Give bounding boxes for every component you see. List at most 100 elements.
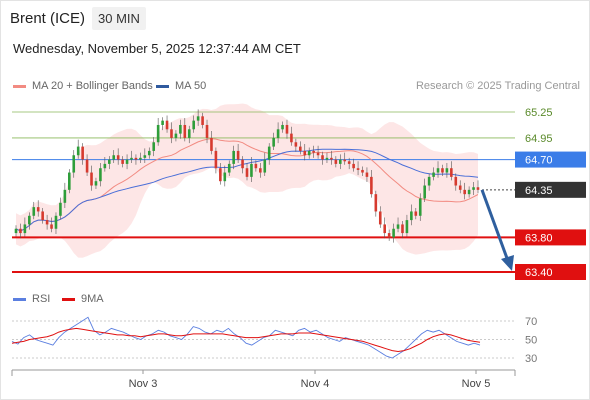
- candle-body: [436, 168, 440, 173]
- candle-body: [383, 224, 387, 234]
- candle-body: [254, 163, 258, 169]
- level-label-box: [515, 181, 586, 198]
- ma50-swatch: [156, 84, 169, 88]
- candle-body: [458, 185, 462, 190]
- rsi-ma-line: [11, 327, 481, 353]
- forecast-arrow: [480, 189, 514, 271]
- candle-body: [450, 168, 453, 177]
- candle-body: [263, 159, 267, 173]
- candle-body: [312, 150, 315, 153]
- level-label: 64.35: [525, 185, 553, 197]
- candle-body: [410, 211, 413, 221]
- rsi-axis-label: 70: [525, 316, 537, 328]
- time-axis-label: Nov 3: [129, 378, 158, 390]
- candle-body: [405, 220, 409, 234]
- legend-9ma: 9MA: [62, 293, 104, 305]
- candle-body: [321, 155, 324, 160]
- datetime-label: Wednesday, November 5, 2025 12:37:44 AM …: [13, 41, 301, 56]
- rsi-line: [11, 316, 481, 359]
- candle-body: [299, 146, 302, 151]
- candles: [14, 109, 480, 243]
- arrow-head: [501, 255, 514, 271]
- candle-body: [45, 220, 49, 225]
- candle-body: [36, 207, 40, 212]
- candle-body: [63, 189, 67, 203]
- candle-body: [392, 228, 395, 238]
- candle-body: [250, 163, 253, 177]
- candle-body: [90, 172, 93, 186]
- candle-body: [170, 129, 173, 138]
- candle-body: [241, 159, 244, 169]
- candle-body: [441, 168, 444, 173]
- candle-body: [267, 146, 271, 160]
- candle-body: [387, 233, 391, 238]
- candle-body: [174, 133, 178, 138]
- candle-body: [463, 189, 466, 195]
- candle-body: [316, 152, 320, 156]
- candle-body: [285, 124, 289, 134]
- candle-body: [50, 224, 53, 229]
- candle-body: [94, 181, 98, 186]
- candle-body: [28, 215, 31, 225]
- candle-body: [338, 159, 342, 164]
- level-label: 63.80: [525, 232, 553, 244]
- candle-body: [130, 157, 133, 160]
- candle-body: [41, 211, 44, 221]
- time-axis-label: Nov 5: [462, 378, 491, 390]
- candle-body: [134, 157, 138, 160]
- ma20-label: MA 20 + Bollinger Bands: [32, 80, 153, 92]
- candle-body: [23, 224, 27, 234]
- candle-body: [414, 211, 418, 216]
- candle-body: [68, 172, 71, 190]
- candle-body: [432, 172, 435, 177]
- candle-body: [445, 168, 449, 173]
- bollinger-bands: [16, 103, 478, 258]
- rsi-swatch: [13, 297, 26, 301]
- rsi-panel: 70 50 30: [11, 316, 537, 365]
- candle-body: [103, 163, 107, 169]
- instrument-title: Brent (ICE): [10, 10, 86, 27]
- timeframe-badge[interactable]: 30 MIN: [92, 7, 146, 30]
- candle-body: [76, 146, 80, 156]
- candle-body: [85, 159, 89, 173]
- candle-body: [192, 120, 195, 130]
- candle-body: [81, 146, 84, 160]
- level-label-box: [515, 151, 586, 168]
- legend-rsi: RSI: [13, 293, 50, 305]
- candle-body: [116, 155, 120, 160]
- research-credit: Research © 2025 Trading Central: [415, 80, 580, 92]
- candle-body: [143, 155, 147, 158]
- rsi-label: RSI: [32, 293, 51, 305]
- candle-body: [223, 172, 227, 182]
- candle-body: [352, 163, 355, 169]
- candle-body: [99, 168, 102, 182]
- candle-body: [183, 124, 187, 138]
- candle-body: [303, 150, 307, 156]
- candle-body: [227, 163, 231, 173]
- candle-body: [272, 137, 275, 147]
- level-label: 63.40: [525, 267, 553, 279]
- candle-body: [401, 224, 404, 234]
- candle-body: [121, 159, 124, 164]
- candle-body: [423, 185, 426, 199]
- level-label: 64.95: [525, 133, 553, 145]
- candle-body: [427, 176, 431, 186]
- candle-body: [330, 157, 333, 160]
- candle-body: [361, 169, 364, 173]
- candle-body: [356, 168, 360, 170]
- candle-body: [152, 142, 156, 151]
- candle-body: [125, 159, 129, 164]
- candle-body: [219, 168, 222, 182]
- candle-body: [210, 137, 213, 151]
- candle-body: [370, 176, 373, 195]
- time-axis-label: Nov 4: [301, 378, 330, 390]
- ma9-label: 9MA: [81, 293, 104, 305]
- candle-body: [54, 215, 58, 229]
- legend-ma20: MA 20 + Bollinger Bands: [13, 80, 153, 92]
- candle-body: [161, 120, 164, 125]
- candle-body: [281, 124, 284, 130]
- candle-body: [59, 202, 62, 216]
- candle-body: [32, 207, 36, 216]
- level-label-box: [515, 229, 586, 246]
